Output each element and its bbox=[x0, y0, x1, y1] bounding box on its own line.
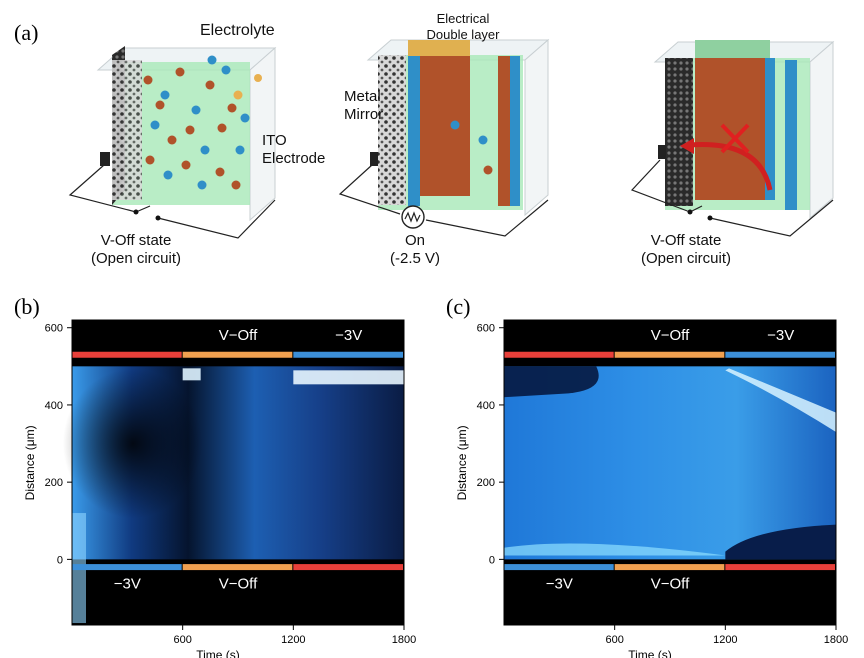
label-state-left-1: V-Off state bbox=[100, 232, 172, 249]
bottom-segment-label: −3V bbox=[114, 575, 141, 592]
x-tick-label: 1200 bbox=[281, 634, 305, 646]
panel-a-schematic bbox=[68, 38, 835, 239]
y-tick-label: 600 bbox=[477, 323, 495, 335]
x-axis-label: Time (s) bbox=[196, 648, 240, 658]
label-state-mid-1: On bbox=[404, 232, 425, 249]
bright-band-top bbox=[293, 370, 404, 385]
bottom-segment-bar bbox=[725, 564, 835, 571]
top-segment-bar bbox=[504, 351, 614, 358]
heatmap-c: V−Off −3V −3V V−Off 0 200 400 600 600 1200 1800 Tim… bbox=[455, 319, 848, 658]
y-tick-label: 400 bbox=[477, 400, 495, 412]
return-arrow-icon bbox=[689, 142, 773, 191]
circuit-left bbox=[68, 164, 276, 239]
depletion-region bbox=[62, 368, 203, 519]
arrow-head-icon bbox=[680, 138, 694, 154]
label-metal: Metal bbox=[344, 88, 381, 105]
ions-left bbox=[143, 55, 262, 190]
y-tick-label: 200 bbox=[477, 477, 495, 489]
top-segment-bar bbox=[725, 351, 835, 358]
label-double-layer: Double layer bbox=[426, 27, 500, 42]
top-segment-bar bbox=[614, 351, 725, 358]
bottom-segment-label: V−Off bbox=[219, 575, 258, 592]
y-tick-label: 200 bbox=[45, 477, 63, 489]
bottom-segment-bar bbox=[293, 564, 403, 571]
bottom-segment-bar bbox=[614, 564, 725, 571]
bottom-segment-bar bbox=[72, 564, 182, 571]
plot-frame bbox=[503, 319, 837, 626]
dark-top-region bbox=[504, 366, 599, 398]
bottom-segment-bar bbox=[182, 564, 293, 571]
bottom-segment-label: V−Off bbox=[651, 575, 690, 592]
label-electrode: Electrode bbox=[262, 150, 326, 167]
y-axis-label: Distance (μm) bbox=[23, 425, 37, 500]
label-state-mid-2: (-2.5 V) bbox=[389, 250, 440, 267]
bottom-segment-bar bbox=[504, 564, 614, 571]
bottom-segment-label: −3V bbox=[546, 575, 573, 592]
label-state-right-2: (Open circuit) bbox=[640, 250, 732, 267]
label-electrical: Electrical bbox=[436, 11, 490, 26]
switch-contact-right-b bbox=[707, 215, 713, 221]
panel-a-letter: (a) bbox=[14, 20, 39, 45]
switch-contact-right-a bbox=[687, 209, 693, 215]
y-tick-label: 0 bbox=[489, 554, 495, 566]
top-segment-bar bbox=[72, 351, 182, 358]
label-state-right-1: V-Off state bbox=[650, 232, 722, 249]
label-ito: ITO bbox=[262, 132, 287, 149]
ion-middle-b bbox=[478, 135, 488, 145]
x-tick-label: 600 bbox=[605, 634, 623, 646]
panel-c-letter: (c) bbox=[446, 294, 471, 319]
edl-right-stack bbox=[498, 56, 520, 206]
circuit-middle bbox=[338, 164, 549, 237]
label-mirror: Mirror bbox=[344, 106, 384, 123]
cell-left bbox=[96, 46, 277, 222]
x-tick-label: 1200 bbox=[713, 634, 737, 646]
plot-frame bbox=[71, 319, 405, 626]
y-axis-label: Distance (μm) bbox=[455, 425, 469, 500]
y-tick-label: 600 bbox=[45, 323, 63, 335]
ion-middle-a bbox=[450, 120, 460, 130]
dark-bottom-region bbox=[725, 524, 836, 560]
label-electrolyte: Electrolyte bbox=[200, 22, 275, 39]
x-tick-label: 1800 bbox=[392, 634, 416, 646]
top-segment-label: −3V bbox=[335, 327, 362, 344]
panel-b-letter: (b) bbox=[14, 294, 40, 319]
bright-spot bbox=[182, 368, 201, 381]
y-tick-label: 400 bbox=[45, 400, 63, 412]
cross-icon bbox=[720, 123, 750, 154]
edl-left-stack bbox=[408, 40, 470, 206]
bright-diffusion-front bbox=[725, 368, 836, 432]
top-segment-label: V−Off bbox=[219, 327, 258, 344]
switch-contact-left-a bbox=[133, 209, 139, 215]
x-axis-label: Time (s) bbox=[628, 648, 672, 658]
x-tick-label: 600 bbox=[173, 634, 191, 646]
top-segment-label: −3V bbox=[767, 327, 794, 344]
heatmap-b: V−Off −3V −3V V−Off 0 200 400 600 600 1200 1800 Tim… bbox=[23, 319, 416, 658]
top-segment-bar bbox=[293, 351, 403, 358]
x-tick-label: 1800 bbox=[824, 634, 848, 646]
label-state-left-2: (Open circuit) bbox=[90, 250, 182, 267]
top-segment-bar bbox=[182, 351, 293, 358]
y-tick-label: 0 bbox=[57, 554, 63, 566]
ion-middle-c bbox=[483, 165, 493, 175]
resistor-squiggle bbox=[404, 211, 421, 223]
top-segment-label: V−Off bbox=[651, 327, 690, 344]
switch-contact-left-b bbox=[155, 215, 161, 221]
bright-bottom-wedge bbox=[504, 543, 726, 556]
